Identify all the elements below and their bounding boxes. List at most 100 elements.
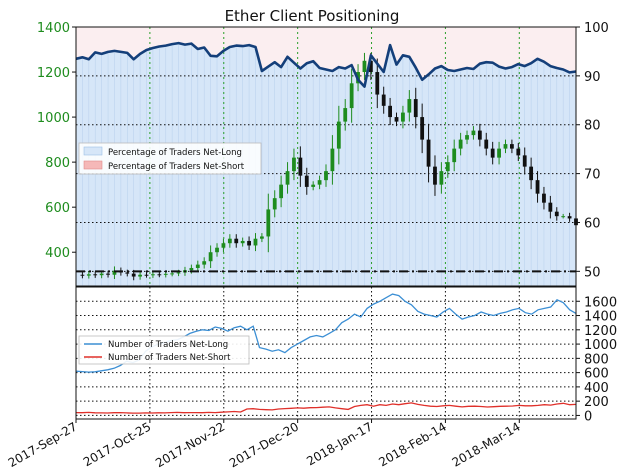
price-tick-label: 400: [45, 246, 70, 261]
candle-body: [490, 148, 495, 158]
price-tick-label: 600: [45, 201, 70, 216]
candle-body: [542, 193, 546, 203]
candle-body: [311, 184, 316, 187]
candle-body: [221, 243, 226, 248]
candle-body: [272, 198, 277, 210]
candle-body: [253, 238, 258, 246]
percent-tick-label: 60: [584, 216, 601, 231]
candle-body: [426, 139, 431, 167]
candle-body: [477, 130, 482, 140]
legend-label-traders-net-short: Number of Traders Net-Short: [108, 353, 231, 363]
candle-body: [401, 112, 405, 122]
price-tick-label: 1000: [37, 111, 70, 126]
price-tick-label: 800: [45, 156, 70, 171]
candle-body: [125, 272, 130, 274]
percent-tick-label: 50: [584, 265, 601, 280]
candle-body: [330, 148, 335, 172]
candle-body: [503, 144, 508, 149]
chart-title: Ether Client Positioning: [225, 7, 400, 25]
count-tick-label: 400: [584, 381, 609, 396]
pct-net-long-line: [75, 41, 577, 88]
candle-body: [170, 273, 175, 275]
candle-body: [452, 148, 457, 163]
candle-body: [240, 240, 245, 244]
candle-body: [247, 240, 251, 246]
candle-body: [388, 105, 393, 118]
candle-body: [433, 166, 437, 185]
candle-body: [208, 252, 213, 262]
date-tick-label: 2018-Feb-14: [376, 419, 449, 469]
net-short-count-line: [75, 402, 577, 414]
percent-tick-label: 70: [584, 168, 601, 183]
candle-body: [458, 139, 463, 149]
candle-body: [202, 261, 207, 265]
candle-body: [548, 202, 553, 212]
date-tick-label: 2017-Oct-25: [81, 419, 153, 469]
candle-body: [349, 83, 354, 109]
candle-body: [336, 121, 341, 149]
count-tick-label: 200: [584, 395, 609, 410]
count-tick-label: 1600: [584, 295, 617, 310]
candle-body: [324, 171, 328, 181]
candle-body: [465, 135, 469, 140]
candle-body: [529, 166, 534, 181]
candle-body: [266, 209, 271, 237]
positioning-panel-frame: [75, 26, 577, 287]
candle-body: [561, 216, 566, 218]
candle-body: [368, 60, 373, 73]
legend-swatch-net-short: [83, 160, 103, 170]
candle-body: [407, 99, 412, 113]
candle-body: [292, 157, 296, 172]
percent-tick-label: 100: [584, 21, 609, 36]
count-tick-label: 1200: [584, 324, 617, 339]
count-tick-label: 800: [584, 352, 609, 367]
date-tick-label: 2017-Nov-22: [153, 419, 227, 470]
candle-body: [279, 184, 284, 199]
date-tick-label: 2017-Dec-20: [227, 419, 301, 470]
price-candles: [80, 52, 578, 281]
candle-body: [157, 274, 162, 276]
candle-body: [195, 264, 200, 268]
candle-body: [189, 267, 194, 271]
positioning-legend: Percentage of Traders Net-Long Percentag…: [78, 142, 262, 175]
candle-body: [394, 117, 399, 122]
percent-axis: 50 60 70 80 90 100: [576, 21, 609, 280]
candle-body: [362, 60, 367, 73]
candle-body: [554, 211, 559, 217]
candle-body: [99, 273, 104, 276]
candle-body: [484, 139, 489, 149]
count-tick-label: 600: [584, 367, 609, 382]
date-tick-label: 2018-Jan-17: [304, 419, 375, 468]
candle-body: [516, 148, 521, 156]
candle-body: [497, 148, 501, 158]
count-tick-label: 0: [584, 409, 592, 424]
candle-body: [215, 247, 219, 253]
candle-body: [86, 274, 91, 276]
count-tick-label: 1000: [584, 338, 617, 353]
candle-body: [420, 117, 425, 140]
candle-body: [285, 171, 290, 185]
candle-body: [375, 72, 380, 95]
trader-count-panel-frame: [75, 286, 577, 420]
trader-count-legend: Number of Traders Net-Long Number of Tra…: [78, 335, 250, 365]
legend-label-traders-net-long: Number of Traders Net-Long: [108, 340, 228, 350]
price-tick-label: 1200: [37, 66, 70, 81]
candle-body: [259, 236, 264, 239]
candle-body: [144, 274, 149, 276]
price-tick-label: 1400: [37, 21, 70, 36]
candle-body: [93, 274, 98, 276]
candle-body: [151, 274, 155, 276]
candle-body: [535, 180, 540, 194]
candle-body: [439, 171, 444, 185]
candle-body: [413, 99, 418, 118]
date-tick-label: 2018-Mar-14: [450, 419, 523, 469]
candle-body: [106, 273, 110, 275]
candle-body: [567, 216, 572, 219]
candle-body: [343, 108, 348, 122]
date-axis: 2017-Sep-27 2017-Oct-25 2017-Nov-22 2017-De…: [6, 419, 523, 470]
candle-body: [138, 274, 143, 277]
positioning-panel: 400 600 800 1000 1200 1400 50 60 70 80 90 100 Perc…: [37, 21, 609, 287]
